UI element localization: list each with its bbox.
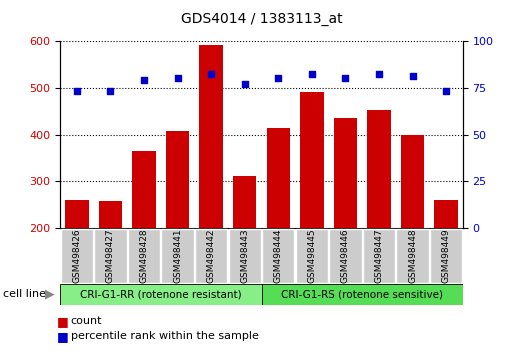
- Point: [106, 88, 115, 94]
- Point: [274, 75, 282, 81]
- Text: GSM498449: GSM498449: [441, 228, 451, 283]
- Text: GSM498427: GSM498427: [106, 228, 115, 283]
- Text: CRI-G1-RS (rotenone sensitive): CRI-G1-RS (rotenone sensitive): [281, 289, 443, 299]
- Bar: [334, 118, 357, 228]
- Text: percentile rank within the sample: percentile rank within the sample: [71, 331, 258, 341]
- Text: GSM498445: GSM498445: [308, 228, 316, 283]
- Point: [308, 72, 316, 77]
- Text: GSM498443: GSM498443: [240, 228, 249, 283]
- Bar: [434, 200, 458, 228]
- Point: [375, 72, 383, 77]
- Bar: [199, 45, 223, 228]
- Text: GSM498446: GSM498446: [341, 228, 350, 283]
- FancyBboxPatch shape: [430, 229, 462, 282]
- Bar: [300, 92, 324, 228]
- Text: GSM498444: GSM498444: [274, 229, 283, 283]
- Text: ▶: ▶: [45, 288, 54, 301]
- Text: ■: ■: [57, 330, 69, 343]
- Bar: [166, 131, 189, 228]
- FancyBboxPatch shape: [61, 229, 93, 282]
- FancyBboxPatch shape: [363, 229, 395, 282]
- Point: [140, 77, 148, 83]
- Text: GSM498447: GSM498447: [374, 228, 383, 283]
- FancyBboxPatch shape: [229, 229, 261, 282]
- Text: cell line: cell line: [3, 289, 46, 299]
- Text: GSM498441: GSM498441: [173, 228, 182, 283]
- Text: GSM498442: GSM498442: [207, 229, 215, 283]
- FancyBboxPatch shape: [295, 229, 328, 282]
- FancyBboxPatch shape: [94, 229, 127, 282]
- Bar: [132, 151, 156, 228]
- Point: [73, 88, 81, 94]
- Bar: [99, 201, 122, 228]
- FancyBboxPatch shape: [60, 284, 262, 305]
- Point: [207, 72, 215, 77]
- Point: [241, 81, 249, 87]
- Point: [408, 74, 417, 79]
- Bar: [233, 176, 256, 228]
- Text: GDS4014 / 1383113_at: GDS4014 / 1383113_at: [180, 12, 343, 27]
- Bar: [367, 110, 391, 228]
- FancyBboxPatch shape: [262, 229, 294, 282]
- FancyBboxPatch shape: [162, 229, 194, 282]
- Text: GSM498426: GSM498426: [72, 228, 82, 283]
- FancyBboxPatch shape: [128, 229, 160, 282]
- Bar: [65, 200, 89, 228]
- Text: ■: ■: [57, 315, 69, 327]
- Text: CRI-G1-RR (rotenone resistant): CRI-G1-RR (rotenone resistant): [80, 289, 242, 299]
- FancyBboxPatch shape: [329, 229, 361, 282]
- Point: [341, 75, 349, 81]
- Text: GSM498448: GSM498448: [408, 228, 417, 283]
- Bar: [401, 135, 424, 228]
- Bar: [267, 129, 290, 228]
- Point: [442, 88, 450, 94]
- FancyBboxPatch shape: [195, 229, 228, 282]
- FancyBboxPatch shape: [262, 284, 463, 305]
- Point: [174, 75, 182, 81]
- FancyBboxPatch shape: [396, 229, 429, 282]
- Text: count: count: [71, 316, 102, 326]
- Text: GSM498428: GSM498428: [140, 228, 149, 283]
